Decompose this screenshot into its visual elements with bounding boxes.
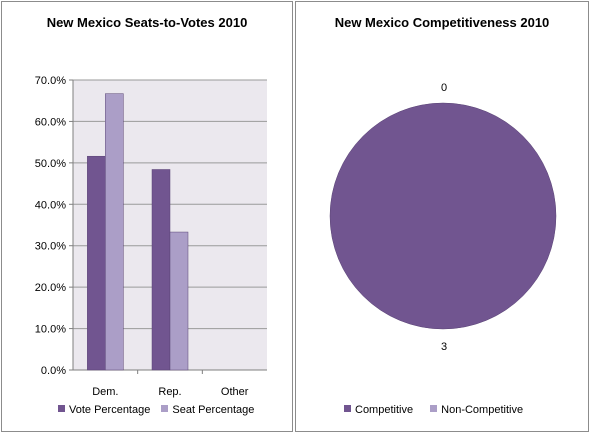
- competitiveness-panel: New Mexico Competitiveness 2010 0 3 Comp…: [295, 1, 589, 432]
- y-tick-label: 20.0%: [35, 282, 66, 294]
- legend-swatch-competitive: [344, 405, 351, 412]
- x-tick-label: Rep.: [158, 386, 181, 398]
- seats-votes-panel: New Mexico Seats-to-Votes 2010 0.0% 10.0%…: [1, 1, 293, 432]
- legend-label-seat: Seat Percentage: [172, 404, 255, 416]
- chart-title: New Mexico Competitiveness 2010: [334, 15, 550, 30]
- pie-chart: [329, 102, 557, 330]
- legend-label-vote: Vote Percentage: [69, 404, 151, 416]
- bar-seat-percentage: [105, 93, 124, 371]
- bar-seat-percentage: [169, 231, 189, 371]
- y-tick-label: 50.0%: [35, 158, 66, 170]
- y-tick-label: 40.0%: [35, 199, 66, 211]
- pie-legend: Competitive Non-Competitive: [344, 404, 531, 416]
- bar-legend: Vote Percentage Seat Percentage: [58, 404, 262, 416]
- legend-item-non-competitive: Non-Competitive: [430, 404, 523, 416]
- legend-item-seat: Seat Percentage: [161, 404, 254, 416]
- y-tick-label: 10.0%: [35, 324, 66, 336]
- y-tick-label: 60.0%: [35, 116, 66, 128]
- x-tick-label: Other: [221, 386, 249, 398]
- pie-slice-competitive: [329, 102, 557, 330]
- pie-label-competitive: 3: [441, 341, 448, 353]
- legend-label-competitive: Competitive: [355, 404, 414, 416]
- bar-chart: 0.0% 10.0% 20.0% 30.0% 40.0% 50.0% 60.0% 70.0% D…: [35, 75, 267, 398]
- y-tick-label: 70.0%: [35, 75, 66, 87]
- y-tick-label: 30.0%: [35, 241, 66, 253]
- y-tick-label: 0.0%: [41, 365, 66, 377]
- bar-vote-percentage: [87, 155, 106, 371]
- bar-vote-percentage: [151, 169, 171, 371]
- legend-swatch-non-competitive: [430, 405, 438, 412]
- x-tick-label: Dem.: [92, 386, 118, 398]
- legend-item-vote: Vote Percentage: [58, 404, 150, 416]
- legend-item-competitive: Competitive: [344, 404, 413, 416]
- chart-title: New Mexico Seats-to-Votes 2010: [46, 15, 248, 30]
- legend-swatch-seat: [161, 405, 169, 412]
- legend-label-non-competitive: Non-Competitive: [441, 404, 524, 416]
- legend-swatch-vote: [58, 405, 65, 412]
- pie-label-non-competitive: 0: [441, 82, 448, 94]
